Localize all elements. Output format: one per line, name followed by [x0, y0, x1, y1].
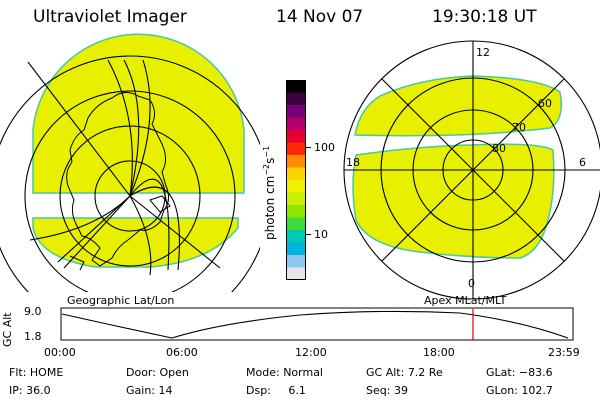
timeline-plot: [60, 307, 574, 341]
colorbar-unit-s: s: [263, 157, 277, 164]
status-key: Dsp:: [246, 384, 271, 397]
colorbar: [286, 80, 306, 281]
colorbar-band: [286, 130, 306, 143]
status-key: GC Alt:: [366, 366, 405, 379]
mlt-label-6: 6: [579, 156, 586, 169]
colorbar-unit-text: photon cm: [263, 175, 277, 240]
colorbar-gradient: [286, 80, 306, 281]
status-mode: Mode: Normal: [246, 366, 323, 379]
colorbar-band: [286, 267, 306, 281]
colorbar-band: [286, 192, 306, 206]
geographic-map: [0, 33, 260, 292]
timeline-y-axis-label: GC Alt: [1, 312, 14, 347]
status-glon: GLon: 102.7: [486, 384, 553, 397]
status-glat: GLat: −83.6: [486, 366, 553, 379]
status-key: Mode:: [246, 366, 280, 379]
coastline: [66, 92, 170, 267]
colorbar-band: [286, 142, 306, 156]
time-label: 19:30:18 UT: [432, 7, 537, 27]
status-key: GLon:: [486, 384, 518, 397]
status-key: IP:: [9, 384, 23, 397]
status-ip: IP: 36.0: [9, 384, 51, 397]
left-map-title: Geographic Lat/Lon: [67, 294, 175, 307]
colorbar-band: [286, 242, 306, 256]
status-gain: Gain: 14: [126, 384, 173, 397]
status-value: −83.6: [518, 366, 553, 379]
status-value: 39: [393, 384, 408, 397]
colorbar-unit-exp1: −2: [262, 163, 271, 176]
colorbar-unit-label: photon cm−2s−1: [262, 146, 277, 240]
colorbar-tick-100: 100: [314, 141, 335, 154]
status-gc-alt: GC Alt: 7.2 Re: [366, 366, 443, 379]
colorbar-band: [286, 230, 306, 243]
timeline-ytick-1-8: 1.8: [24, 330, 42, 343]
status-key: Flt:: [9, 366, 27, 379]
date-label: 14 Nov 07: [276, 7, 364, 27]
status-value: Open: [159, 366, 189, 379]
timeline-xtick-1800: 18:00: [423, 346, 455, 359]
status-value: Normal: [283, 366, 323, 379]
mlat-mlt-plot: [343, 40, 600, 300]
status-value: 6.1: [288, 384, 306, 397]
colorbar-band: [286, 255, 306, 268]
colorbar-tick-10: 10: [314, 228, 328, 241]
colorbar-band: [286, 80, 306, 93]
colorbar-band: [286, 105, 306, 118]
status-seq: Seq: 39: [366, 384, 408, 397]
timeline-xtick-2359: 23:59: [548, 346, 580, 359]
status-value: 102.7: [521, 384, 553, 397]
emission-region-lower: [32, 217, 239, 268]
timeline-xtick-0000: 00:00: [44, 346, 76, 359]
status-key: Seq:: [366, 384, 391, 397]
colorbar-unit-exp2: −1: [262, 145, 271, 158]
status-value: 14: [158, 384, 173, 397]
mlat-label-60: 60: [538, 97, 552, 110]
mlt-label-12: 12: [476, 46, 490, 59]
status-key: GLat:: [486, 366, 516, 379]
mlat-label-80: 80: [492, 142, 506, 155]
status-dsp: Dsp: 6.1: [246, 384, 306, 397]
colorbar-band: [286, 155, 306, 168]
status-key: Door:: [126, 366, 156, 379]
status-value: 36.0: [26, 384, 51, 397]
colorbar-axis: [305, 84, 313, 278]
status-door: Door: Open: [126, 366, 189, 379]
colorbar-band: [286, 92, 306, 106]
colorbar-band: [286, 205, 306, 218]
colorbar-frame: [286, 80, 306, 280]
instrument-title: Ultraviolet Imager: [33, 7, 187, 27]
colorbar-band: [286, 167, 306, 181]
status-value: 7.2 Re: [407, 366, 443, 379]
mlat-label-70: 70: [512, 121, 526, 134]
colorbar-band: [286, 117, 306, 131]
colorbar-band: [286, 180, 306, 193]
mlt-label-0: 0: [468, 277, 475, 290]
status-value: HOME: [29, 366, 64, 379]
altitude-curve: [61, 310, 569, 339]
status-key: Gain:: [126, 384, 155, 397]
colorbar-band: [286, 217, 306, 231]
right-map-title: Apex MLat/MLT: [424, 294, 507, 307]
timeline-xtick-0600: 06:00: [166, 346, 198, 359]
mlt-label-18: 18: [346, 156, 360, 169]
timeline-ytick-9: 9.0: [24, 305, 42, 318]
emission-region-upper: [354, 75, 562, 137]
timeline-xtick-1200: 12:00: [295, 346, 327, 359]
status-flt: Flt: HOME: [9, 366, 63, 379]
